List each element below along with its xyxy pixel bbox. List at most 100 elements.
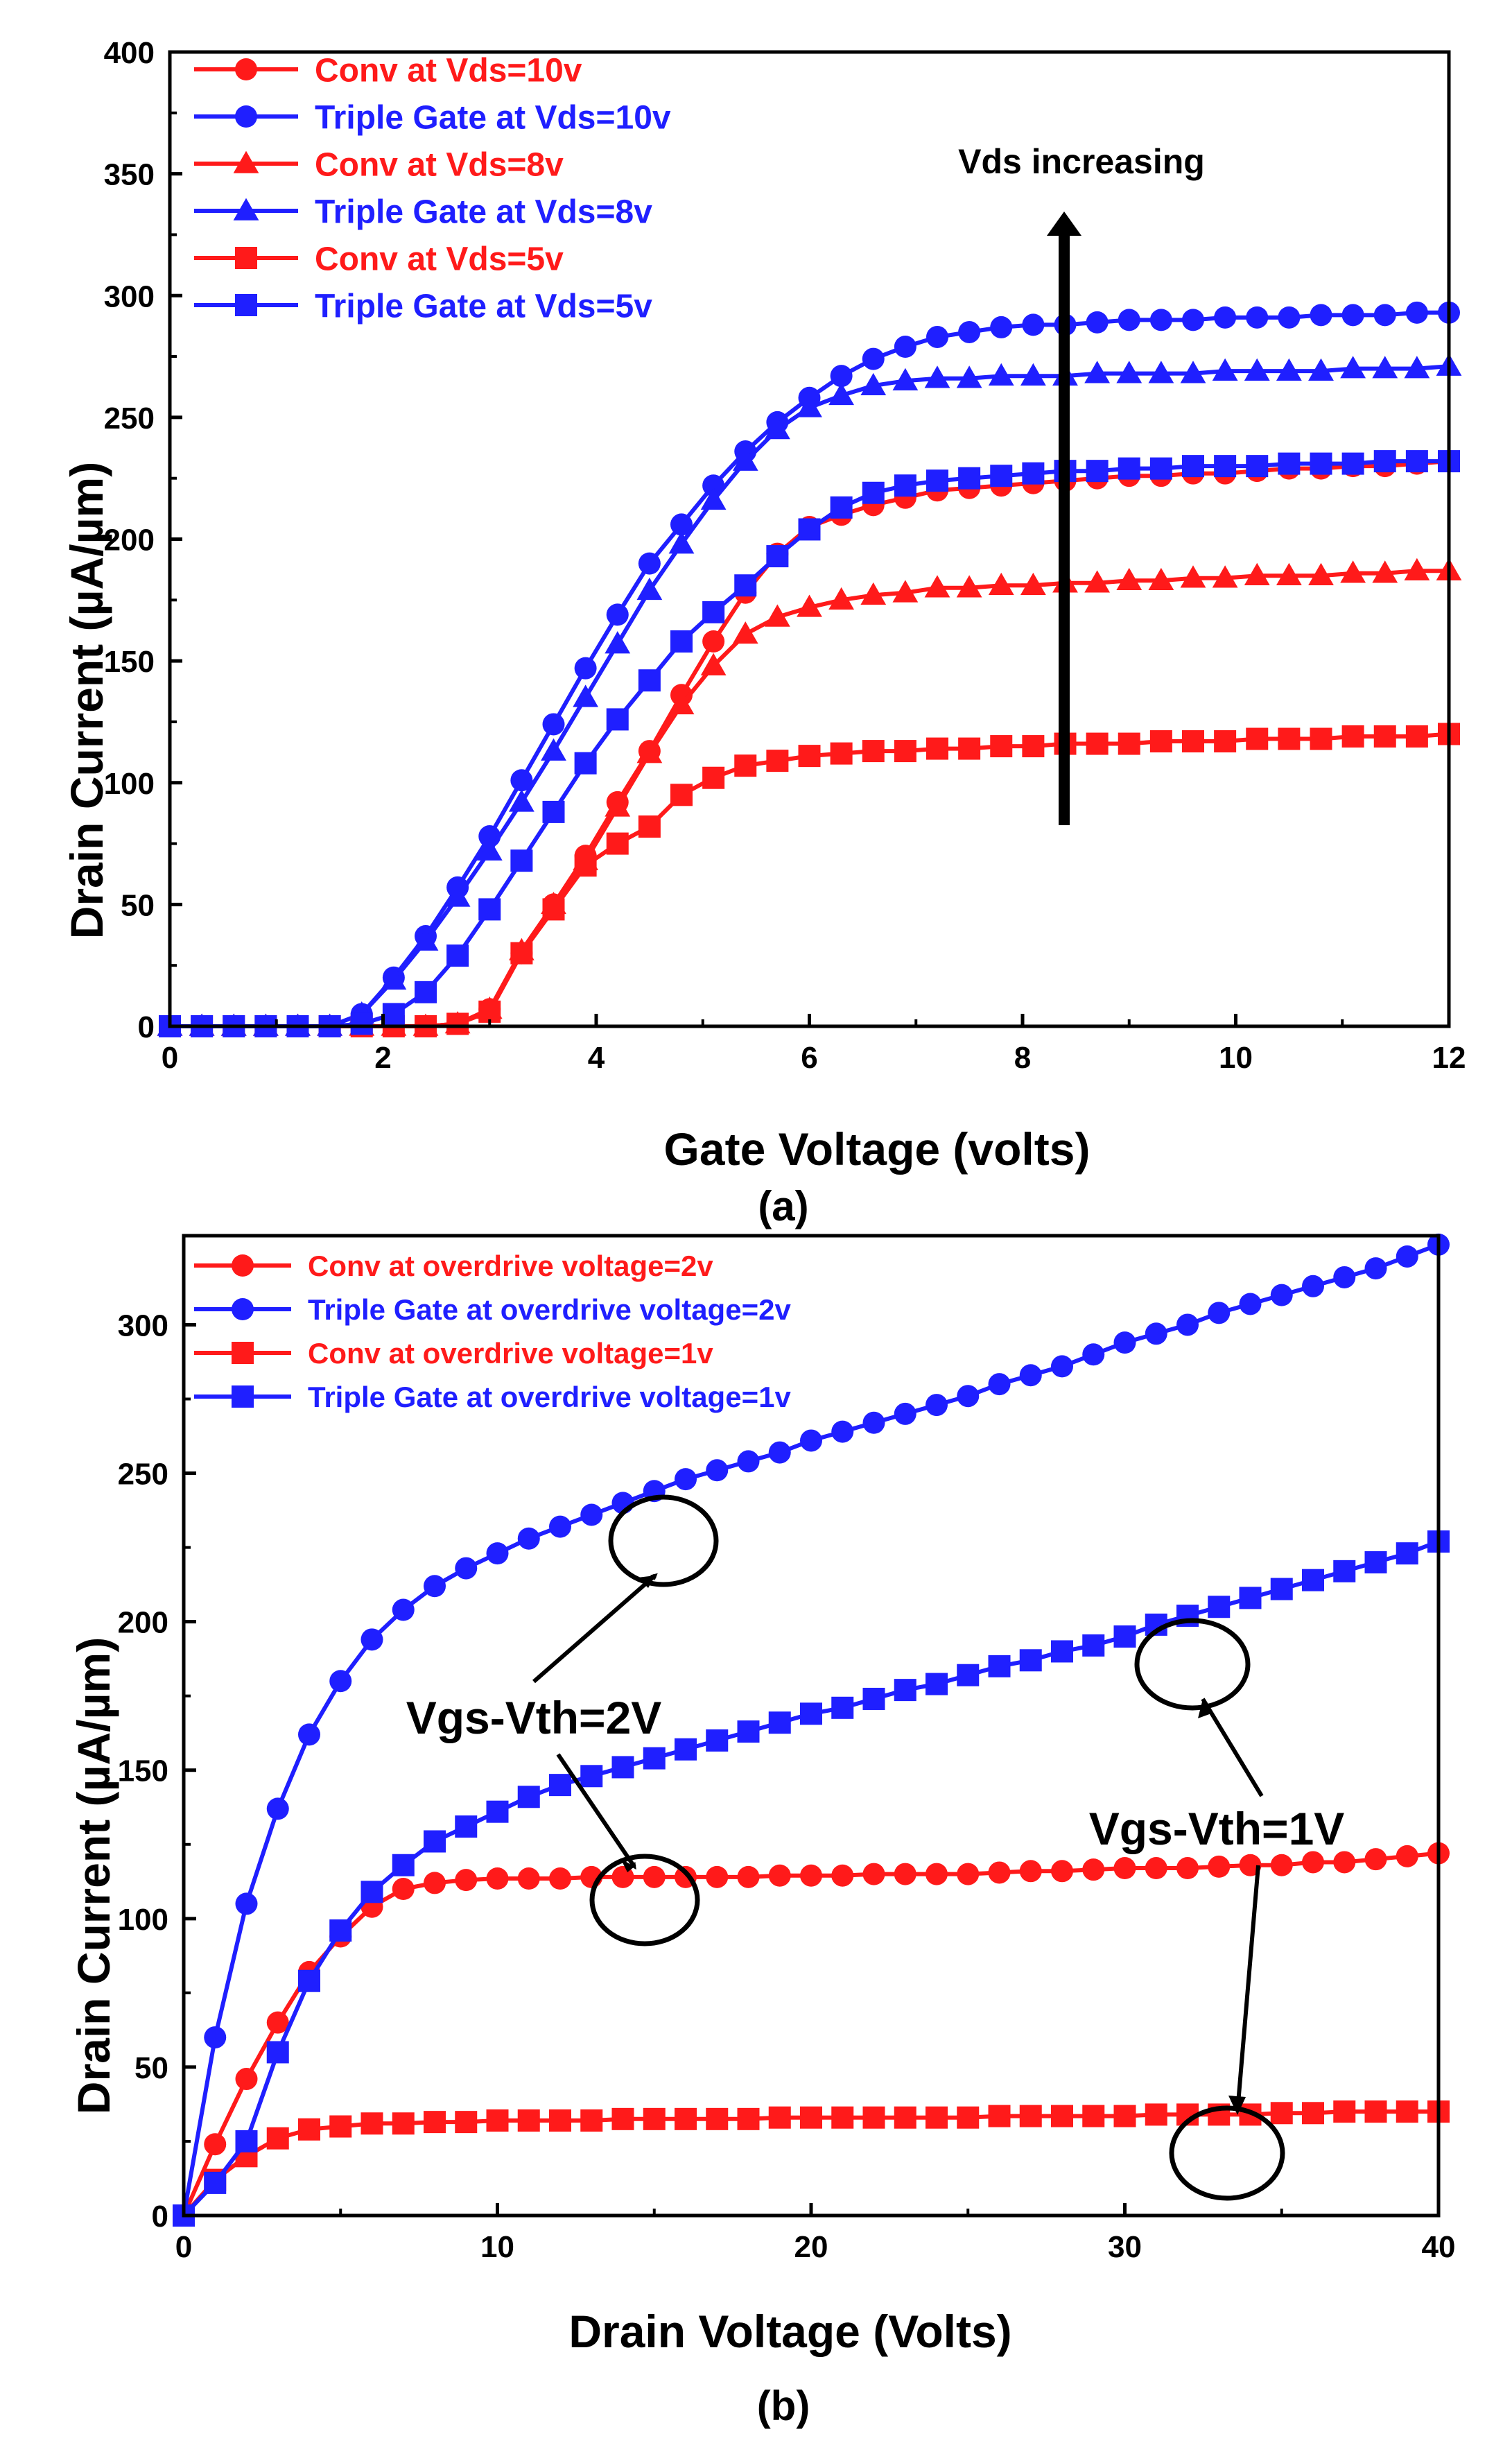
data-point-1-2-38 xyxy=(1364,2100,1387,2123)
data-point-1-0-33 xyxy=(1208,1855,1231,1878)
data-point-0-1-33 xyxy=(1214,306,1237,329)
data-point-0-5-13 xyxy=(574,752,597,775)
data-point-0-3-19 xyxy=(764,417,790,440)
data-point-1-3-13 xyxy=(580,1765,603,1788)
data-point-1-2-27 xyxy=(1019,2105,1042,2127)
data-point-0-1-35 xyxy=(1278,306,1301,329)
chart-a: 0 2 4 6 8 10 12 0 50 100 150 200 250 300 350 400 Conv a… xyxy=(61,36,1466,1229)
data-point-1-2-25 xyxy=(957,2106,980,2129)
data-point-0-5-34 xyxy=(1246,455,1269,478)
x-tick-label-0-2: 4 xyxy=(588,1041,605,1075)
x-tick-label-1-2: 20 xyxy=(794,2230,828,2264)
x-tick-label-0-4: 8 xyxy=(1014,1041,1031,1075)
y-tick-label-0-7: 350 xyxy=(104,158,155,192)
data-point-0-1-39 xyxy=(1405,301,1428,324)
legend-entry-0-4: Conv at Vds=5v xyxy=(194,241,564,277)
data-point-0-2-27 xyxy=(1020,572,1046,596)
data-point-0-1-16 xyxy=(670,513,693,536)
data-point-1-0-38 xyxy=(1364,1848,1387,1871)
data-point-1-3-6 xyxy=(360,1881,383,1903)
data-point-0-3-25 xyxy=(956,365,982,388)
data-point-0-1-25 xyxy=(958,320,981,343)
data-point-1-0-24 xyxy=(926,1863,948,1885)
data-point-1-1-21 xyxy=(831,1420,854,1443)
data-point-1-2-22 xyxy=(862,2106,885,2129)
data-point-0-5-19 xyxy=(766,545,789,568)
legend-label-0-5: Triple Gate at Vds=5v xyxy=(315,288,652,325)
data-point-1-0-26 xyxy=(988,1861,1011,1884)
data-point-0-3-26 xyxy=(988,363,1014,386)
chart-b: 0 10 20 30 40 0 50 100 150 200 250 300 Conv at over… xyxy=(68,1233,1456,2429)
data-point-0-3-32 xyxy=(1180,361,1206,383)
series-1-3 xyxy=(173,1530,1450,2227)
data-point-1-2-12 xyxy=(549,2109,571,2132)
data-point-0-4-12 xyxy=(542,898,565,921)
data-point-0-1-36 xyxy=(1310,304,1332,327)
legend-entry-0-1: Triple Gate at Vds=10v xyxy=(194,99,671,136)
data-point-0-5-23 xyxy=(894,474,916,497)
series-1-2 xyxy=(173,2100,1450,2227)
data-point-0-3-38 xyxy=(1372,356,1398,379)
legend-label-1-0: Conv at overdrive voltage=2v xyxy=(308,1250,713,1282)
data-point-0-2-31 xyxy=(1148,567,1174,591)
legend-entry-1-3: Triple Gate at overdrive voltage=1v xyxy=(194,1381,791,1413)
data-point-0-1-27 xyxy=(1022,313,1045,336)
chart-a-legend: Conv at Vds=10v Triple Gate at Vds=10v Con… xyxy=(194,52,671,325)
data-point-0-3-14 xyxy=(605,631,631,654)
data-point-1-3-29 xyxy=(1082,1634,1105,1657)
arrowhead-2v-triple xyxy=(638,1575,655,1588)
series-line-0-1 xyxy=(170,310,1449,1028)
data-point-0-1-13 xyxy=(574,657,597,680)
data-point-1-3-22 xyxy=(862,1687,885,1710)
data-point-1-1-13 xyxy=(580,1503,603,1526)
data-point-1-0-22 xyxy=(862,1863,885,1885)
chart-b-legend: Conv at overdrive voltage=2v Triple Gate … xyxy=(194,1250,791,1413)
data-point-0-4-14 xyxy=(606,832,629,855)
data-point-1-1-30 xyxy=(1113,1331,1136,1354)
data-point-1-1-1 xyxy=(204,2026,227,2049)
data-point-1-0-23 xyxy=(894,1863,916,1885)
data-point-1-3-8 xyxy=(424,1830,446,1853)
highlight-ellipse-1v-triple xyxy=(1134,1618,1251,1711)
arrowhead-2v-conv xyxy=(620,1858,634,1872)
y-tick-label-0-2: 100 xyxy=(104,767,155,801)
data-point-0-2-16 xyxy=(668,691,695,715)
data-point-0-3-36 xyxy=(1308,358,1334,381)
data-point-0-4-34 xyxy=(1246,727,1269,750)
data-point-1-1-28 xyxy=(1051,1355,1073,1378)
data-point-0-3-37 xyxy=(1340,356,1366,379)
y-tick-label-1-0: 0 xyxy=(152,2200,168,2234)
data-point-1-3-30 xyxy=(1113,1625,1136,1648)
data-point-0-3-20 xyxy=(797,395,822,417)
data-point-1-3-11 xyxy=(517,1786,540,1808)
data-point-1-1-26 xyxy=(988,1373,1011,1396)
y-tick-label-0-8: 400 xyxy=(104,36,155,70)
legend-entry-0-3: Triple Gate at Vds=8v xyxy=(194,193,652,230)
data-point-0-2-26 xyxy=(988,572,1014,596)
chart-a-panel-label: (a) xyxy=(758,1183,808,1229)
data-point-0-2-25 xyxy=(956,575,982,598)
y-tick-label-1-6: 300 xyxy=(118,1309,168,1342)
series-0-3 xyxy=(157,353,1462,1036)
x-tick-label-1-1: 10 xyxy=(480,2230,514,2264)
legend-marker-0-0 xyxy=(235,58,257,80)
chart-a-annotation: Vds increasing xyxy=(958,142,1205,181)
data-point-0-1-38 xyxy=(1373,304,1396,327)
series-1-0 xyxy=(173,1842,1450,2227)
data-point-0-4-21 xyxy=(830,742,853,765)
x-tick-label-1-4: 40 xyxy=(1422,2230,1456,2264)
data-point-0-5-7 xyxy=(382,1003,405,1026)
data-point-1-3-18 xyxy=(737,1720,760,1743)
data-point-0-1-11 xyxy=(510,769,533,792)
legend-marker-0-5 xyxy=(235,294,257,316)
data-point-1-3-24 xyxy=(926,1673,948,1695)
legend-label-0-0: Conv at Vds=10v xyxy=(315,52,582,89)
data-point-0-2-24 xyxy=(924,575,950,598)
data-point-1-3-7 xyxy=(392,1854,415,1876)
data-point-1-2-23 xyxy=(894,2106,916,2129)
data-point-0-1-22 xyxy=(862,347,885,370)
data-point-0-4-16 xyxy=(670,784,693,806)
data-point-0-2-21 xyxy=(828,587,855,610)
data-point-0-3-13 xyxy=(573,684,599,707)
data-point-0-1-31 xyxy=(1149,309,1172,331)
